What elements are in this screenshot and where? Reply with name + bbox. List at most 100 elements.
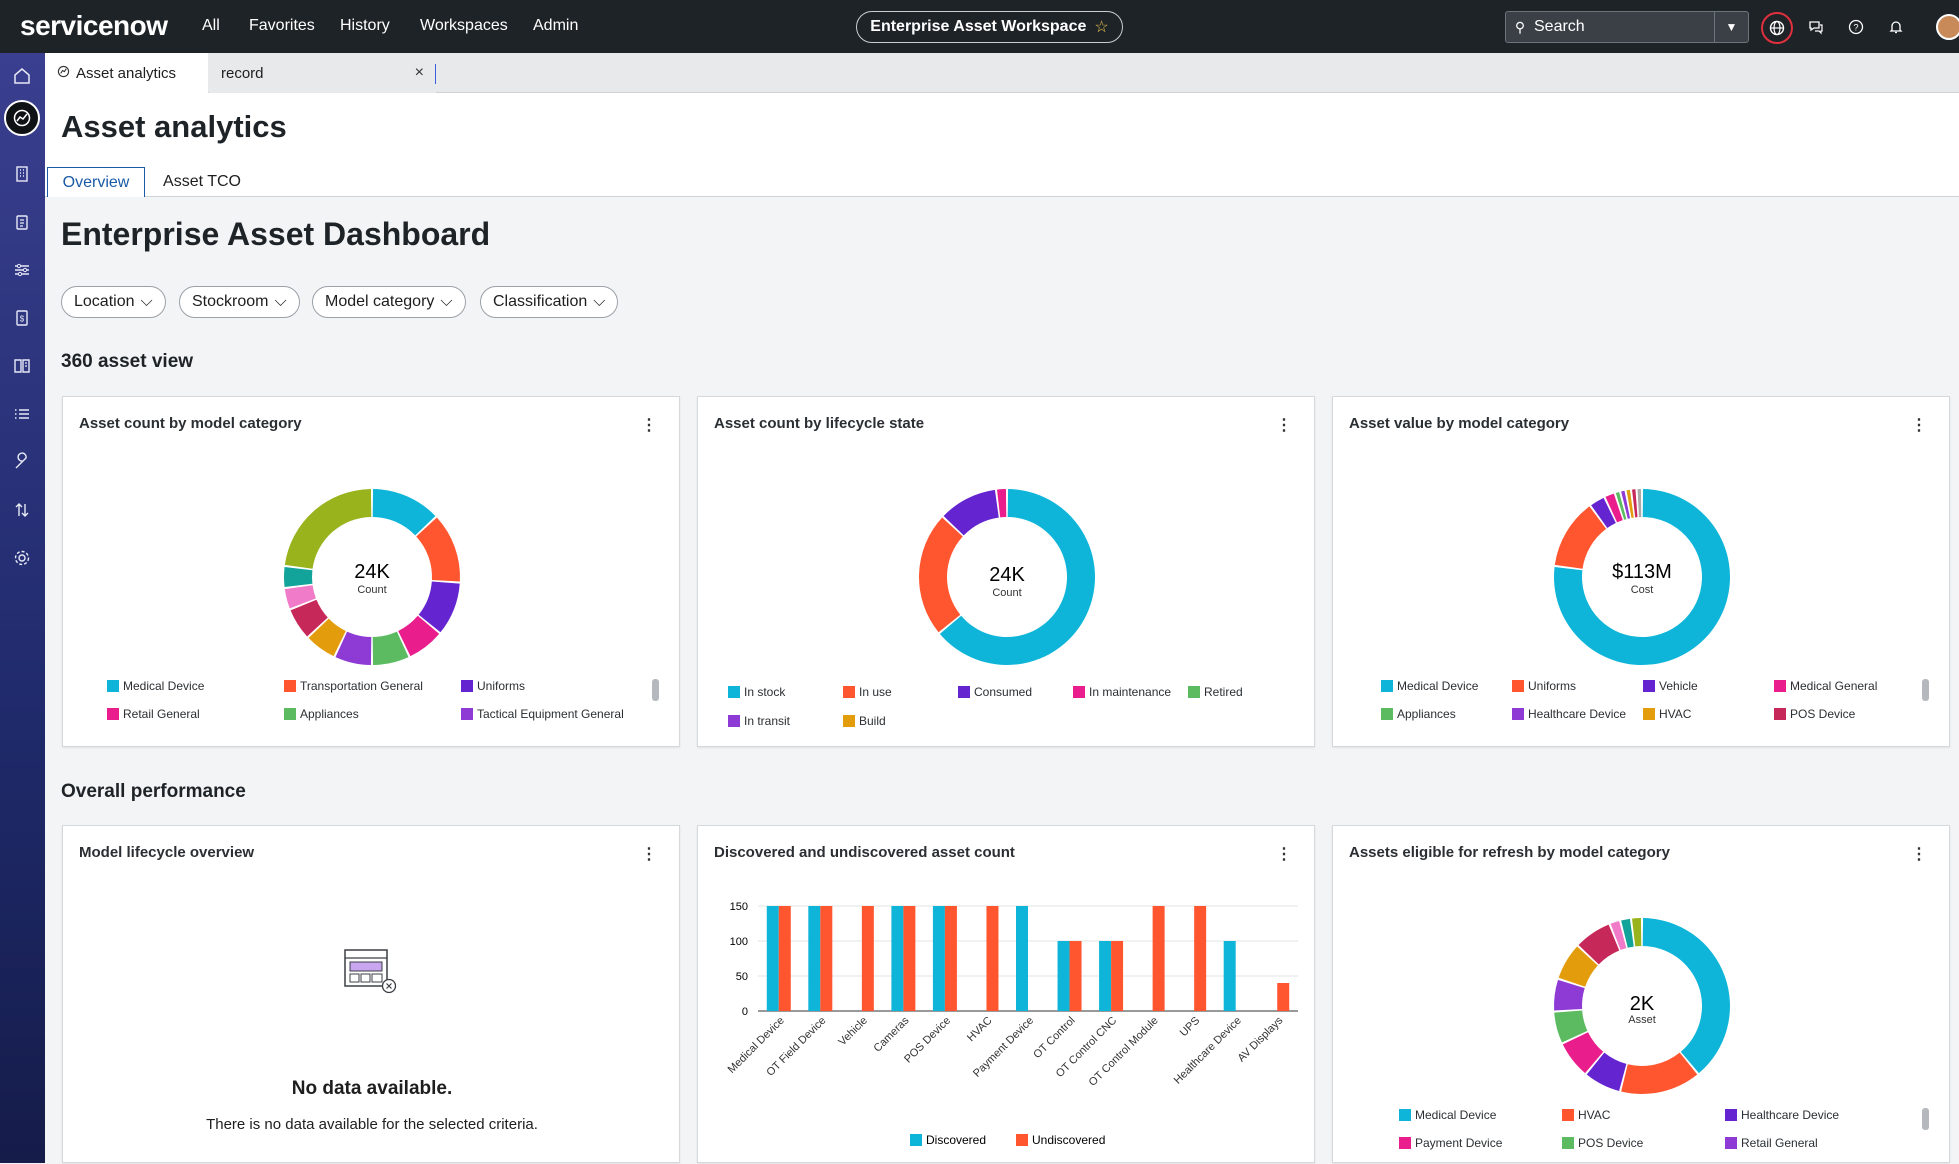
close-icon[interactable]: × — [414, 64, 424, 81]
donut-chart[interactable]: 24K Count — [272, 477, 472, 677]
more-options-icon[interactable]: ⋮ — [1911, 846, 1927, 863]
legend-scrollbar[interactable] — [1922, 679, 1929, 701]
donut-slice[interactable] — [1558, 946, 1598, 987]
user-avatar[interactable] — [1936, 14, 1959, 40]
legend-item[interactable]: POS Device — [1774, 707, 1855, 721]
donut-slice[interactable] — [1621, 1052, 1698, 1094]
analytics-icon[interactable] — [4, 100, 40, 136]
donut-slices[interactable] — [1554, 489, 1730, 665]
clipboard-icon[interactable] — [9, 209, 35, 235]
nav-all[interactable]: All — [202, 17, 220, 34]
donut-slices[interactable] — [284, 489, 460, 665]
help-icon[interactable]: ? — [1843, 14, 1869, 40]
donut-slice[interactable] — [1554, 979, 1585, 1011]
donut-slice[interactable] — [335, 631, 372, 665]
legend-item[interactable]: Healthcare Device — [1512, 707, 1626, 721]
donut-slice[interactable] — [997, 489, 1007, 518]
bar[interactable] — [986, 906, 999, 1011]
donut-slice[interactable] — [1591, 497, 1616, 529]
legend-item[interactable]: HVAC — [1643, 707, 1691, 721]
more-options-icon[interactable]: ⋮ — [1276, 846, 1292, 863]
legend-item[interactable]: Medical Device — [107, 679, 204, 693]
bar[interactable] — [1223, 941, 1236, 1011]
bar[interactable] — [820, 906, 833, 1011]
donut-slice[interactable] — [1626, 489, 1634, 518]
legend-item[interactable]: Payment Device — [1399, 1136, 1502, 1150]
donut-chart[interactable]: $113M Cost — [1542, 477, 1742, 677]
legend-item[interactable]: Medical Device — [1399, 1108, 1496, 1122]
legend-item[interactable]: Retail General — [107, 707, 200, 721]
book-icon[interactable] — [9, 353, 35, 379]
settings-gear-icon[interactable] — [9, 545, 35, 571]
bar[interactable] — [1016, 906, 1028, 1011]
bar[interactable] — [1194, 906, 1207, 1011]
donut-slice[interactable] — [919, 517, 963, 633]
donut-slice[interactable] — [1578, 924, 1620, 965]
legend-item[interactable]: In maintenance — [1073, 685, 1171, 699]
donut-slice[interactable] — [1637, 489, 1642, 518]
donut-slice[interactable] — [1554, 1010, 1588, 1043]
donut-slice[interactable] — [1586, 1052, 1627, 1091]
donut-slice[interactable] — [1554, 506, 1607, 569]
donut-chart[interactable]: 2K Asset — [1542, 906, 1742, 1106]
legend-scrollbar[interactable] — [652, 679, 659, 701]
donut-slice[interactable] — [1562, 1032, 1604, 1074]
filter-model-category[interactable]: Model category ⌵ — [312, 286, 466, 318]
donut-slice[interactable] — [1554, 489, 1730, 665]
legend-item[interactable]: Medical General — [1774, 679, 1877, 693]
donut-slice[interactable] — [1632, 918, 1642, 947]
bar[interactable] — [1152, 906, 1165, 1011]
donut-slices[interactable] — [1554, 918, 1730, 1094]
tab-asset-analytics[interactable]: Asset analytics — [45, 53, 208, 93]
donut-slice[interactable] — [372, 489, 436, 536]
donut-slice[interactable] — [1642, 918, 1730, 1074]
donut-chart[interactable]: 24K Count — [907, 477, 1107, 677]
bar[interactable] — [766, 906, 779, 1011]
more-options-icon[interactable]: ⋮ — [641, 417, 657, 434]
donut-slice[interactable] — [372, 631, 409, 665]
notification-bell-icon[interactable] — [1883, 14, 1909, 40]
legend-item[interactable]: Tactical Equipment General — [461, 707, 624, 721]
donut-slice[interactable] — [418, 581, 460, 633]
legend-item[interactable]: HVAC — [1562, 1108, 1610, 1122]
legend-item[interactable]: In stock — [728, 685, 785, 699]
donut-slice[interactable] — [1615, 492, 1627, 520]
filter-classification[interactable]: Classification ⌵ — [480, 286, 619, 318]
legend-item[interactable]: Healthcare Device — [1725, 1108, 1839, 1122]
legend-item[interactable]: In transit — [728, 714, 790, 728]
tab-asset-tco[interactable]: Asset TCO — [163, 173, 241, 190]
nav-workspaces[interactable]: Workspaces — [420, 17, 508, 34]
globe-icon[interactable] — [1761, 12, 1793, 44]
wrench-icon[interactable] — [9, 449, 35, 475]
more-options-icon[interactable]: ⋮ — [641, 846, 657, 863]
legend-item[interactable]: POS Device — [1562, 1136, 1643, 1150]
legend-item[interactable]: Medical Device — [1381, 679, 1478, 693]
donut-slice[interactable] — [939, 489, 1095, 665]
servicenow-logo[interactable]: servicenow — [20, 10, 168, 41]
donut-slice[interactable] — [1605, 493, 1623, 523]
donut-slice[interactable] — [1632, 489, 1638, 518]
workspace-switcher[interactable]: Enterprise Asset Workspace ☆ — [856, 11, 1123, 43]
bar[interactable] — [1099, 941, 1112, 1011]
building-icon[interactable] — [9, 161, 35, 187]
transfer-arrows-icon[interactable] — [9, 497, 35, 523]
nav-history[interactable]: History — [340, 17, 390, 34]
global-search[interactable]: ⚲ Search ▼ — [1505, 11, 1749, 43]
nav-favorites[interactable]: Favorites — [249, 17, 315, 34]
bar[interactable] — [778, 906, 791, 1011]
bar[interactable] — [1057, 941, 1070, 1011]
donut-slices[interactable] — [919, 489, 1095, 665]
legend-item[interactable]: Transportation General — [284, 679, 423, 693]
legend-item[interactable]: Uniforms — [1512, 679, 1576, 693]
donut-slice[interactable] — [943, 489, 999, 536]
more-options-icon[interactable]: ⋮ — [1911, 417, 1927, 434]
legend-item[interactable]: Consumed — [958, 685, 1032, 699]
legend-item[interactable]: Vehicle — [1643, 679, 1698, 693]
donut-slice[interactable] — [284, 489, 372, 569]
more-options-icon[interactable]: ⋮ — [1276, 417, 1292, 434]
bar[interactable] — [1277, 983, 1290, 1011]
invoice-icon[interactable]: $ — [9, 305, 35, 331]
legend-label[interactable]: Discovered — [926, 1133, 986, 1147]
donut-slice[interactable] — [398, 615, 440, 657]
